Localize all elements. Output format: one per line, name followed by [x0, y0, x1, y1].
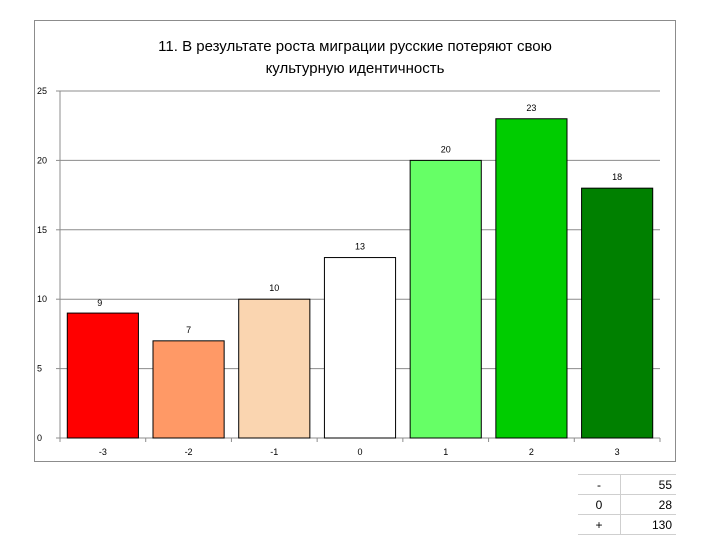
x-tick-label: -1: [270, 447, 278, 457]
x-tick-label: 2: [529, 447, 534, 457]
bar: [323, 257, 397, 439]
summary-value: 55: [620, 474, 676, 495]
chart-title-line-1: 11. В результате роста миграции русские …: [158, 38, 552, 55]
y-tick-label: 25: [37, 86, 47, 96]
y-tick-label: 20: [37, 155, 47, 165]
summary-value: 130: [620, 514, 676, 535]
data-label: 18: [612, 172, 622, 182]
chart-frame: 11. В результате роста миграции русские …: [34, 20, 676, 462]
bar: [409, 159, 482, 439]
data-label: 10: [269, 283, 279, 293]
data-label: 9: [97, 298, 102, 308]
summary-value: 28: [620, 494, 676, 515]
summary-row: 0 28: [578, 494, 676, 515]
chart-title-line-2: культурную идентичность: [266, 60, 445, 77]
y-tick-label: 15: [37, 225, 47, 235]
data-label: 13: [355, 242, 365, 252]
data-label: 20: [441, 144, 451, 154]
summary-key: 0: [578, 494, 621, 515]
x-tick-label: 0: [357, 447, 362, 457]
bar: [152, 340, 225, 439]
bar: [495, 118, 568, 439]
bar: [581, 187, 654, 439]
summary-table: - 55 0 28 + 130: [578, 474, 676, 535]
summary-key: +: [578, 514, 621, 535]
bar-chart: 11. В результате роста миграции русские …: [37, 38, 661, 457]
x-tick-label: -2: [185, 447, 193, 457]
y-tick-label: 10: [37, 294, 47, 304]
summary-row: + 130: [578, 514, 676, 535]
x-tick-label: 3: [615, 447, 620, 457]
bar: [238, 298, 311, 439]
data-label: 23: [526, 103, 536, 113]
data-label: 7: [186, 325, 191, 335]
x-tick-label: 1: [443, 447, 448, 457]
y-tick-label: 5: [37, 364, 42, 374]
bar: [66, 312, 139, 439]
summary-key: -: [578, 474, 621, 495]
y-tick-label: 0: [37, 433, 42, 443]
summary-row: - 55: [578, 474, 676, 495]
x-tick-label: -3: [99, 447, 107, 457]
